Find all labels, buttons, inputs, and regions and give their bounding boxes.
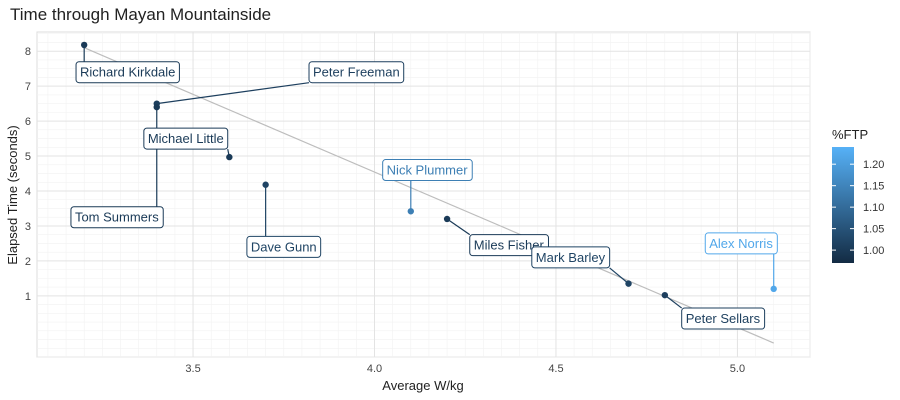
data-label: Richard Kirkdale xyxy=(75,61,180,84)
data-label: Peter Sellars xyxy=(681,307,766,330)
data-label-text: Miles Fisher xyxy=(474,238,545,253)
label-leader-line xyxy=(446,218,471,236)
data-label-box xyxy=(143,127,229,150)
data-label-text: Richard Kirkdale xyxy=(80,65,175,80)
data-point xyxy=(153,103,160,111)
data-label-box xyxy=(70,206,164,229)
x-axis-title: Average W/kg xyxy=(382,378,463,393)
data-label-box xyxy=(246,235,322,258)
data-label-text: Peter Freeman xyxy=(313,65,400,80)
legend-title: %FTP xyxy=(832,127,868,142)
y-tick-label: 3 xyxy=(25,221,31,233)
data-label: Peter Freeman xyxy=(308,61,405,84)
data-point xyxy=(226,153,233,161)
data-point xyxy=(443,215,451,223)
legend-tick-label: 1.10 xyxy=(863,202,884,214)
y-tick-label: 8 xyxy=(25,46,31,58)
data-label-box xyxy=(531,246,611,269)
legend-tick-label: 1.15 xyxy=(863,181,884,193)
y-tick-label: 6 xyxy=(25,116,31,128)
data-label-text: Mark Barley xyxy=(536,250,606,265)
data-label: Mark Barley xyxy=(531,246,611,269)
legend-tick-label: 1.20 xyxy=(863,159,884,171)
y-tick-label: 4 xyxy=(25,186,31,198)
data-label-text: Alex Norris xyxy=(709,236,773,251)
y-tick-label: 1 xyxy=(25,291,31,303)
data-point xyxy=(407,208,414,215)
label-leader-line xyxy=(156,82,310,105)
data-label-text: Tom Summers xyxy=(75,210,159,225)
trend-line-path xyxy=(83,47,774,344)
data-label-text: Dave Gunn xyxy=(251,239,317,254)
legend-tick-label: 1.00 xyxy=(863,245,884,257)
data-point xyxy=(661,291,669,299)
data-label: Nick Plummer xyxy=(382,159,473,182)
data-label-text: Nick Plummer xyxy=(387,163,469,178)
label-leader-line xyxy=(664,294,683,309)
y-axis-ticks: 1 2 3 4 5 6 7 8 xyxy=(25,46,31,303)
data-point xyxy=(262,181,269,188)
legend-colorbar xyxy=(832,147,854,263)
data-label-text: Peter Sellars xyxy=(686,311,761,326)
data-points xyxy=(80,41,777,299)
y-tick-label: 2 xyxy=(25,256,31,268)
data-label-box xyxy=(704,232,778,255)
y-axis-title: Elapsed Time (seconds) xyxy=(5,125,20,264)
x-axis-ticks: 3.5 4.0 4.5 5.0 xyxy=(185,363,745,375)
data-label-box xyxy=(308,61,405,84)
data-point xyxy=(80,41,88,49)
label-leaders xyxy=(83,44,775,309)
data-label: Dave Gunn xyxy=(246,235,322,258)
data-label: Alex Norris xyxy=(704,232,778,255)
data-label-box xyxy=(681,307,766,330)
data-label: Tom Summers xyxy=(70,206,164,229)
x-tick-label: 3.5 xyxy=(185,363,200,375)
y-tick-label: 7 xyxy=(25,81,31,93)
data-labels: Richard Kirkdale Peter Freeman Tom Summers… xyxy=(70,61,778,330)
data-label: Michael Little xyxy=(143,127,229,150)
legend-tick-label: 1.05 xyxy=(863,224,884,236)
x-tick-label: 4.5 xyxy=(548,363,563,375)
x-tick-label: 4.0 xyxy=(367,363,382,375)
y-tick-label: 5 xyxy=(25,151,31,163)
label-leader-line xyxy=(609,267,629,285)
data-point xyxy=(770,285,777,293)
data-label-text: Michael Little xyxy=(148,131,224,146)
data-label: Miles Fisher xyxy=(469,234,549,257)
data-point xyxy=(625,280,632,287)
data-label-box xyxy=(469,234,549,257)
trend-line xyxy=(83,47,774,344)
x-tick-label: 5.0 xyxy=(730,363,745,375)
chart-title: Time through Mayan Mountainside xyxy=(10,5,271,24)
data-label-box xyxy=(382,159,473,182)
data-label-box xyxy=(75,61,180,84)
grid xyxy=(37,32,811,358)
legend: %FTP 1.00 1.05 1.10 1.15 1.20 xyxy=(832,127,884,263)
